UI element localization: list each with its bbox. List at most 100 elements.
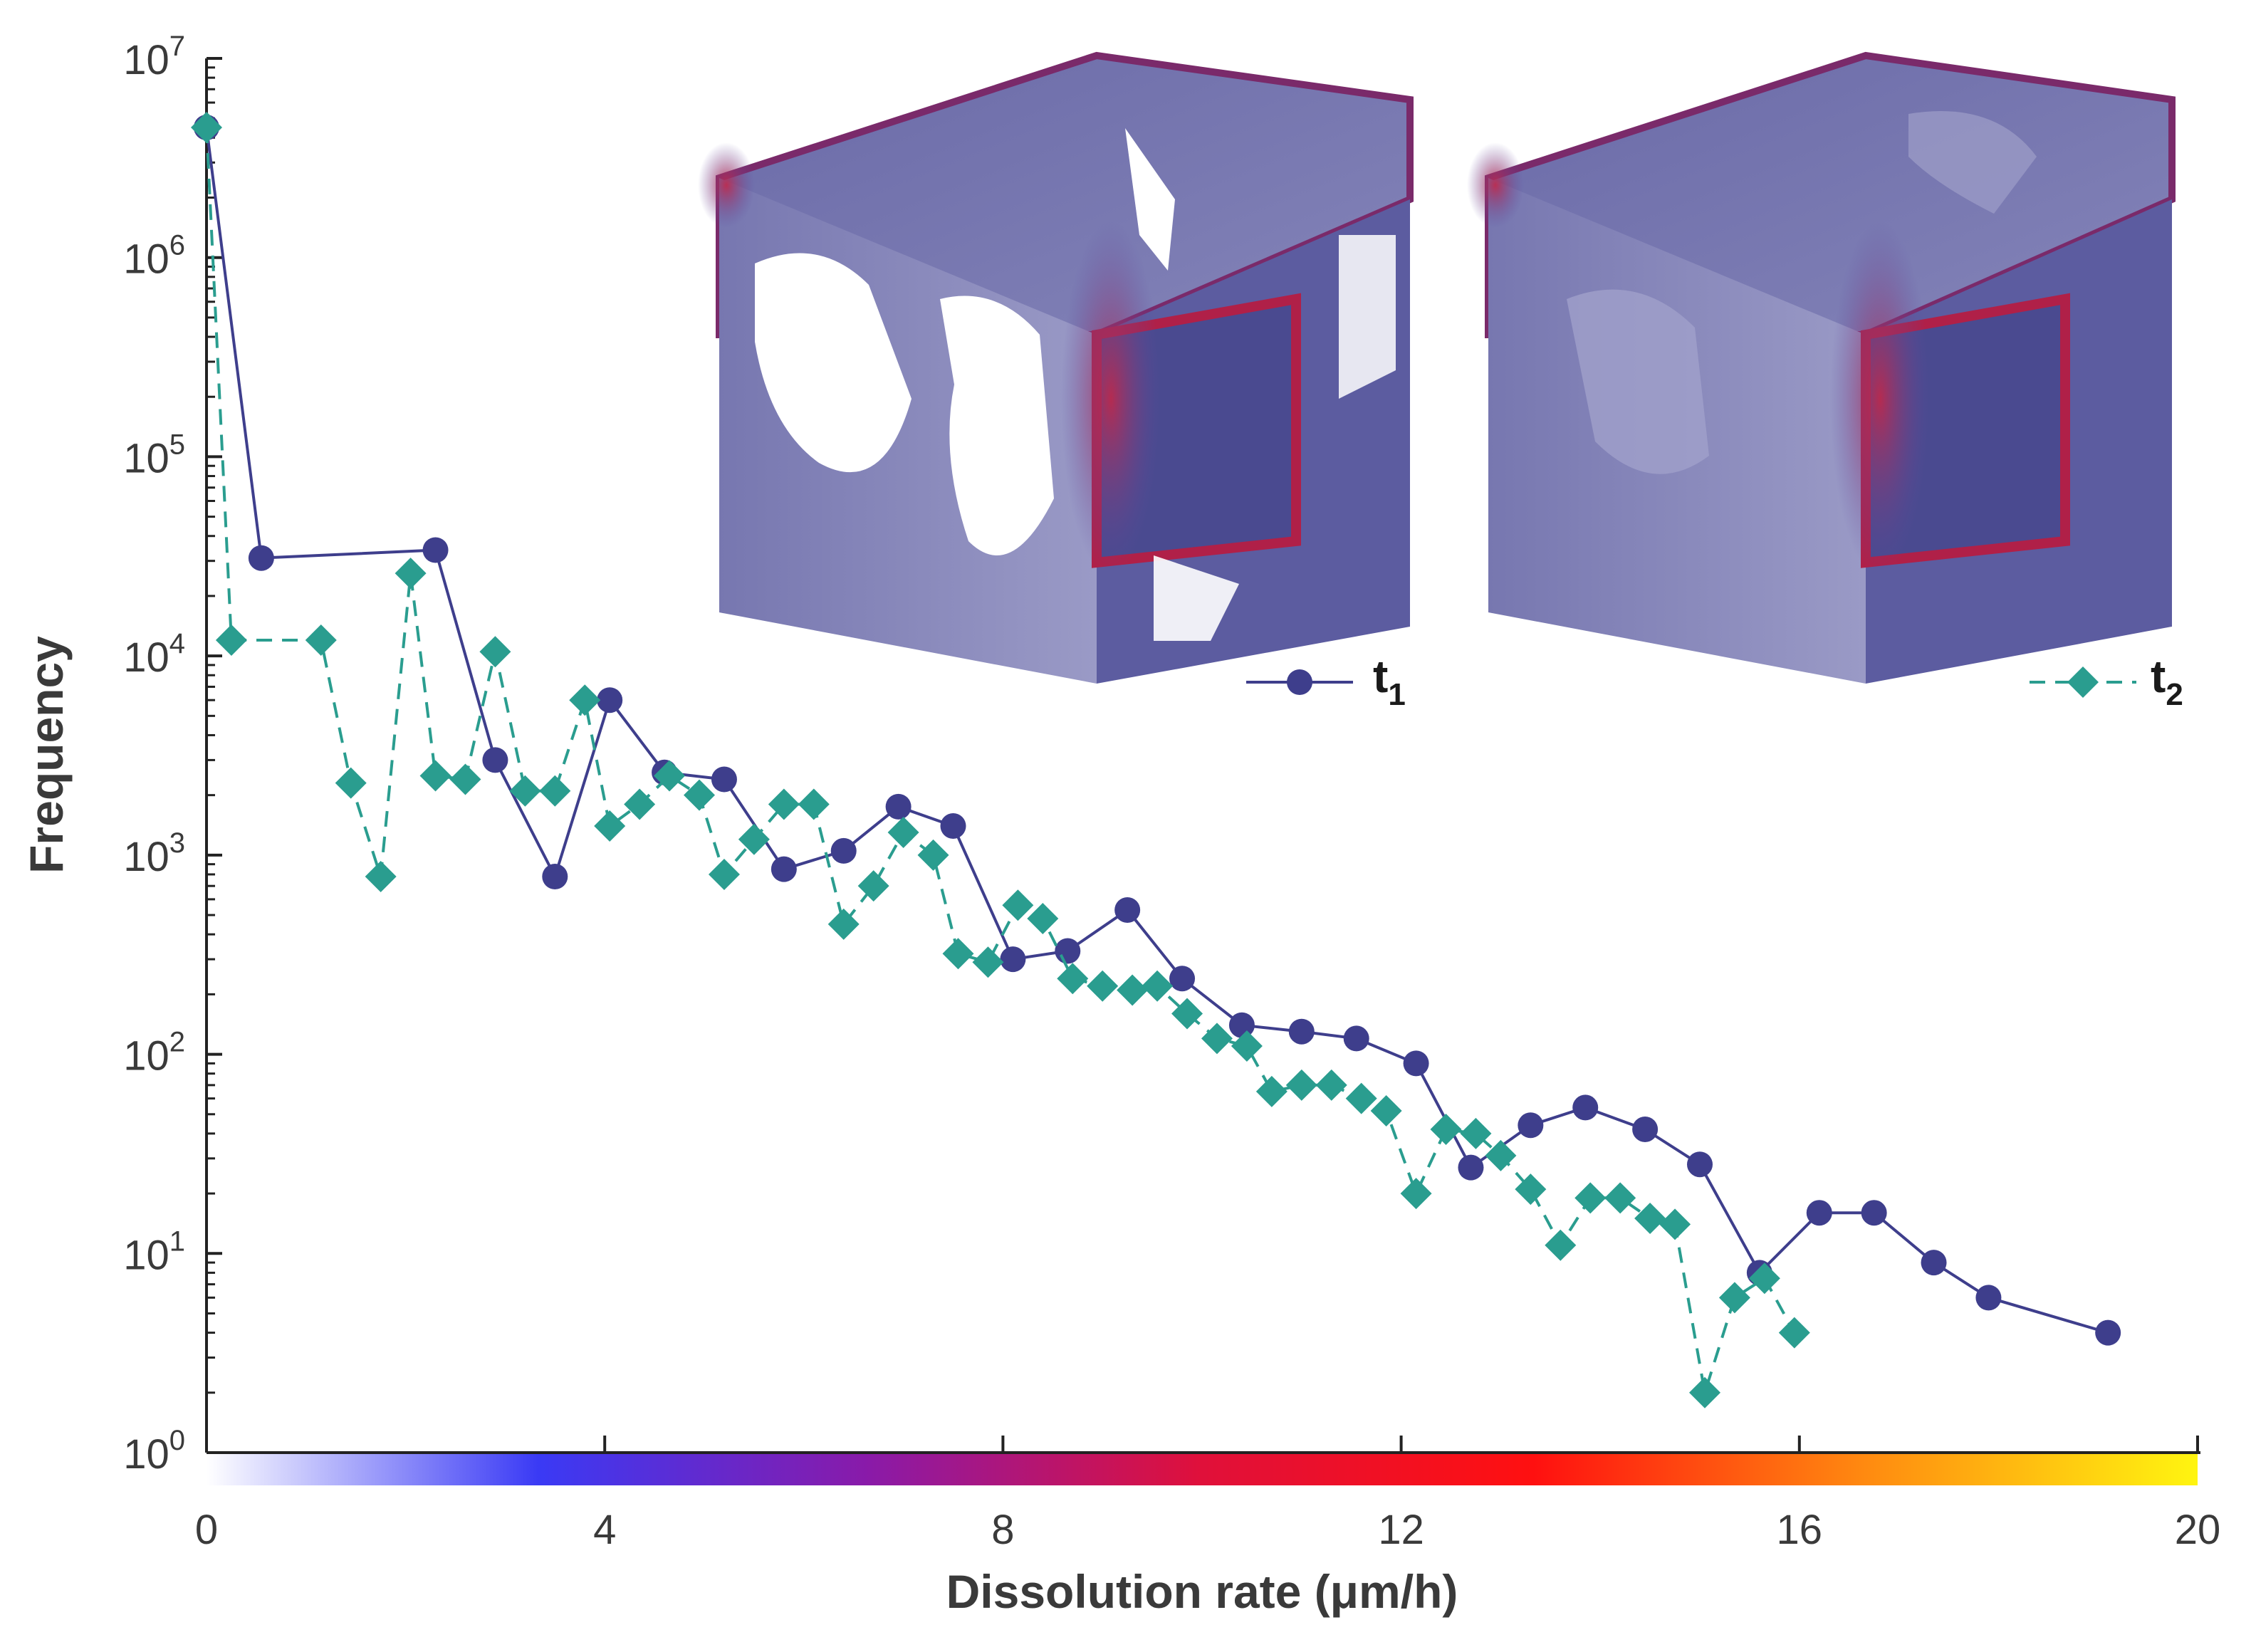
data-point-t2 bbox=[395, 558, 427, 590]
data-point-t2 bbox=[1171, 998, 1203, 1030]
data-point-t2 bbox=[1142, 970, 1174, 1002]
y-tick-label: 107 bbox=[123, 31, 185, 83]
legend-entry-t1: t1 bbox=[1246, 651, 1406, 712]
legend-marker-t1 bbox=[1287, 669, 1312, 695]
data-point-t1 bbox=[1632, 1116, 1659, 1142]
data-point-t2 bbox=[539, 775, 571, 807]
y-ticks: 100 101 102 103 104 105 106 107 bbox=[123, 31, 222, 1478]
data-point-t2 bbox=[215, 624, 247, 656]
y-tick-label: 100 bbox=[123, 1425, 185, 1478]
data-point-t2 bbox=[1285, 1069, 1317, 1101]
data-point-t1 bbox=[1403, 1050, 1429, 1077]
data-point-t2 bbox=[1400, 1178, 1432, 1210]
y-axis-title: Frequency bbox=[20, 636, 73, 874]
x-tick-label: 16 bbox=[1777, 1507, 1823, 1553]
data-point-t2 bbox=[1087, 970, 1119, 1002]
data-point-t2 bbox=[449, 763, 481, 795]
data-point-t1 bbox=[830, 837, 857, 864]
data-point-t2 bbox=[1231, 1030, 1263, 1062]
data-point-t2 bbox=[1718, 1282, 1750, 1314]
data-point-t2 bbox=[1255, 1075, 1288, 1107]
data-point-t1 bbox=[1458, 1154, 1484, 1181]
data-point-t2 bbox=[1117, 974, 1149, 1006]
data-point-t2 bbox=[1315, 1069, 1347, 1101]
x-tick-label: 8 bbox=[991, 1507, 1014, 1553]
data-point-t1 bbox=[1921, 1250, 1947, 1276]
data-point-t2 bbox=[335, 767, 367, 799]
data-point-t2 bbox=[708, 858, 740, 890]
data-point-t1 bbox=[1288, 1018, 1315, 1045]
data-point-t2 bbox=[1057, 963, 1089, 995]
data-point-t1 bbox=[597, 687, 623, 713]
data-point-t1 bbox=[940, 812, 966, 839]
crystal-render-t2 bbox=[1467, 51, 2176, 684]
data-point-t2 bbox=[1027, 903, 1059, 935]
data-point-t2 bbox=[654, 760, 686, 792]
data-point-t1 bbox=[1572, 1094, 1599, 1121]
data-point-t1 bbox=[1806, 1200, 1832, 1226]
data-point-t1 bbox=[542, 864, 568, 890]
y-tick-label: 101 bbox=[123, 1225, 185, 1278]
data-point-t2 bbox=[594, 810, 626, 842]
y-tick-label: 106 bbox=[123, 230, 185, 283]
legend: t1 t2 bbox=[1246, 651, 2183, 712]
data-point-t2 bbox=[972, 946, 1004, 978]
data-point-t2 bbox=[1748, 1262, 1780, 1295]
series-t2 bbox=[191, 112, 1810, 1408]
y-tick-label: 103 bbox=[123, 827, 185, 880]
data-point-t2 bbox=[738, 823, 770, 855]
data-point-t2 bbox=[1002, 889, 1034, 921]
data-point-t2 bbox=[1430, 1113, 1462, 1145]
y-tick-label: 105 bbox=[123, 429, 185, 481]
data-point-t2 bbox=[1460, 1117, 1492, 1149]
data-point-t1 bbox=[2095, 1319, 2121, 1346]
data-point-t2 bbox=[1545, 1229, 1577, 1261]
data-point-t1 bbox=[1861, 1200, 1887, 1226]
data-point-t2 bbox=[419, 760, 451, 792]
data-point-t2 bbox=[768, 788, 800, 820]
x-ticks: 0 4 8 12 16 20 bbox=[195, 1436, 2220, 1553]
data-point-t2 bbox=[479, 636, 511, 668]
series-layer bbox=[191, 112, 2121, 1408]
data-point-t2 bbox=[917, 839, 949, 871]
data-point-t1 bbox=[1000, 946, 1026, 973]
data-point-t2 bbox=[1515, 1173, 1547, 1206]
data-point-t1 bbox=[482, 747, 508, 773]
data-point-t1 bbox=[1687, 1151, 1713, 1178]
data-point-t2 bbox=[857, 870, 889, 902]
data-point-t2 bbox=[365, 861, 397, 893]
legend-label-t2: t2 bbox=[2151, 651, 2183, 712]
data-point-t2 bbox=[1604, 1182, 1636, 1214]
data-point-t2 bbox=[1659, 1208, 1691, 1240]
data-point-t2 bbox=[509, 775, 541, 807]
data-point-t2 bbox=[1201, 1023, 1233, 1055]
x-tick-label: 20 bbox=[2175, 1507, 2221, 1553]
legend-marker-t2 bbox=[2067, 666, 2099, 698]
data-point-t2 bbox=[569, 684, 601, 716]
data-point-t1 bbox=[1518, 1112, 1544, 1139]
y-tick-label: 104 bbox=[123, 628, 185, 681]
data-point-t2 bbox=[305, 624, 337, 656]
data-point-t2 bbox=[1634, 1203, 1666, 1235]
x-tick-label: 0 bbox=[195, 1507, 218, 1553]
data-point-t2 bbox=[684, 779, 716, 811]
data-point-t2 bbox=[1485, 1139, 1517, 1171]
data-point-t1 bbox=[1169, 966, 1196, 992]
colorbar bbox=[207, 1454, 2198, 1485]
data-point-t2 bbox=[1778, 1317, 1810, 1349]
data-point-t2 bbox=[942, 938, 974, 970]
data-point-t1 bbox=[1975, 1285, 2002, 1311]
data-point-t2 bbox=[191, 112, 222, 144]
x-tick-label: 12 bbox=[1378, 1507, 1424, 1553]
data-point-t2 bbox=[827, 908, 860, 940]
data-point-t2 bbox=[1688, 1376, 1720, 1408]
data-point-t2 bbox=[887, 816, 919, 848]
data-point-t1 bbox=[885, 793, 912, 820]
data-point-t1 bbox=[1114, 896, 1141, 923]
data-point-t1 bbox=[1343, 1025, 1369, 1052]
data-point-t1 bbox=[1228, 1012, 1255, 1038]
data-point-t1 bbox=[1055, 938, 1081, 964]
legend-entry-t2: t2 bbox=[2030, 651, 2183, 712]
data-point-t2 bbox=[1345, 1082, 1377, 1114]
